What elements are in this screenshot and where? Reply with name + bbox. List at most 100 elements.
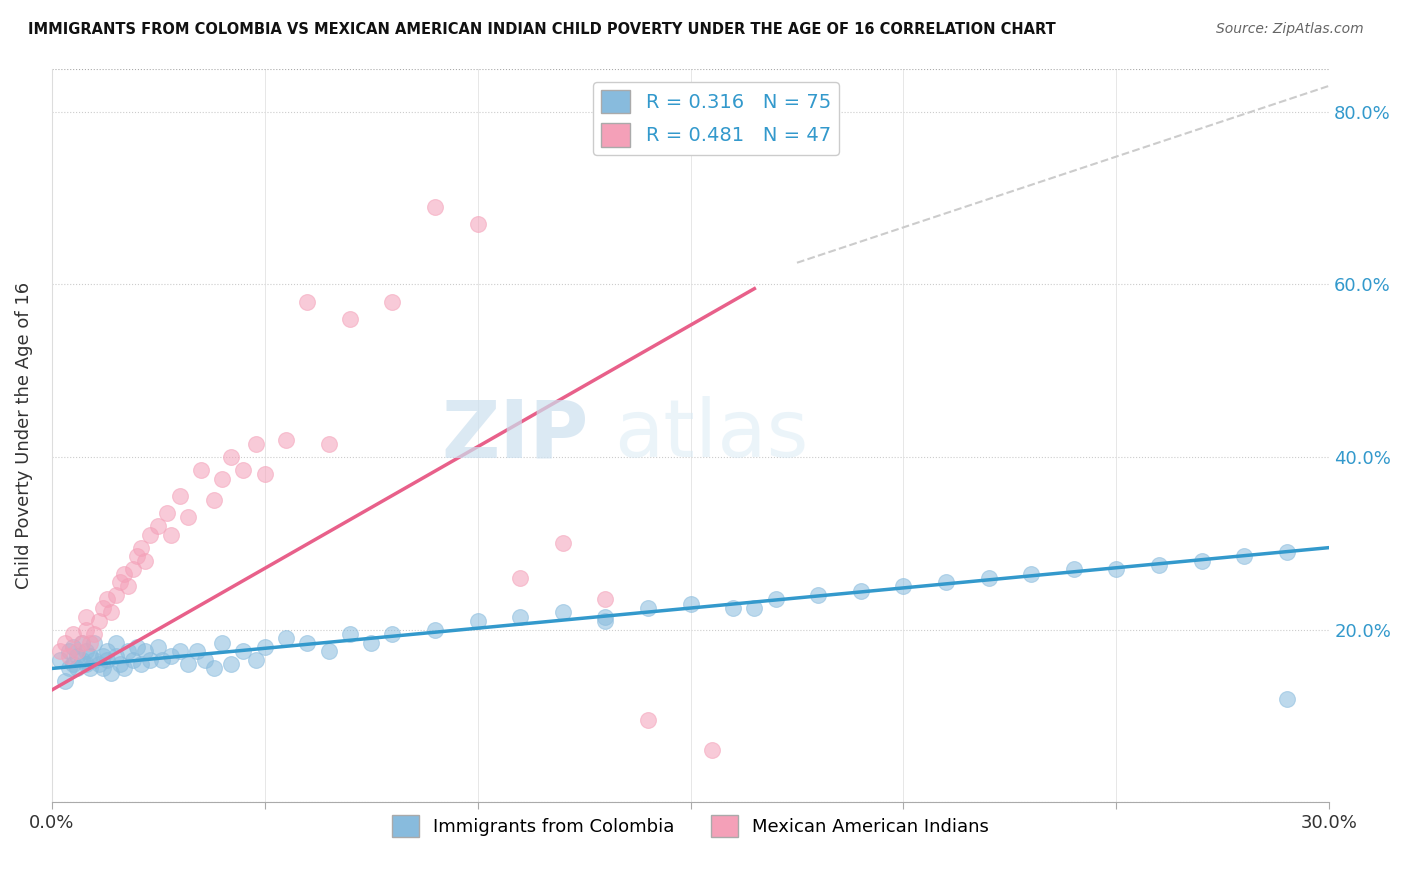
Point xyxy=(700,743,723,757)
Point xyxy=(219,450,242,464)
Point xyxy=(467,614,489,628)
Point xyxy=(152,653,174,667)
Point xyxy=(467,217,489,231)
Point xyxy=(148,519,170,533)
Point xyxy=(96,653,118,667)
Point xyxy=(156,506,179,520)
Point xyxy=(551,536,574,550)
Point xyxy=(1019,566,1042,581)
Point xyxy=(339,627,361,641)
Point xyxy=(91,648,114,663)
Point xyxy=(339,311,361,326)
Point xyxy=(75,644,97,658)
Point xyxy=(125,640,148,654)
Point xyxy=(186,644,208,658)
Point xyxy=(75,609,97,624)
Point xyxy=(202,493,225,508)
Point xyxy=(83,653,105,667)
Point xyxy=(245,437,267,451)
Point xyxy=(58,644,80,658)
Point xyxy=(53,635,76,649)
Point xyxy=(87,657,110,672)
Point xyxy=(66,644,89,658)
Point xyxy=(245,653,267,667)
Point xyxy=(125,549,148,564)
Point xyxy=(169,489,191,503)
Point xyxy=(62,640,84,654)
Point xyxy=(134,644,156,658)
Point xyxy=(744,601,766,615)
Point xyxy=(66,661,89,675)
Point xyxy=(148,640,170,654)
Point xyxy=(104,635,127,649)
Point xyxy=(70,635,93,649)
Point xyxy=(104,588,127,602)
Point xyxy=(595,592,617,607)
Point xyxy=(62,657,84,672)
Point xyxy=(509,609,531,624)
Point xyxy=(112,566,135,581)
Point xyxy=(100,665,122,680)
Point xyxy=(58,648,80,663)
Point xyxy=(253,467,276,482)
Point xyxy=(274,632,297,646)
Point xyxy=(977,571,1000,585)
Point xyxy=(423,200,446,214)
Point xyxy=(211,635,233,649)
Point xyxy=(96,592,118,607)
Point xyxy=(595,614,617,628)
Point xyxy=(232,644,254,658)
Point xyxy=(91,661,114,675)
Text: atlas: atlas xyxy=(614,396,808,475)
Point xyxy=(112,661,135,675)
Point xyxy=(893,579,915,593)
Point xyxy=(49,644,72,658)
Point xyxy=(129,541,152,555)
Point xyxy=(765,592,787,607)
Point xyxy=(79,648,101,663)
Point xyxy=(96,644,118,658)
Point xyxy=(381,294,404,309)
Point xyxy=(721,601,744,615)
Point xyxy=(108,657,131,672)
Point xyxy=(1063,562,1085,576)
Point xyxy=(297,635,319,649)
Point xyxy=(134,553,156,567)
Point xyxy=(253,640,276,654)
Point xyxy=(53,674,76,689)
Text: Source: ZipAtlas.com: Source: ZipAtlas.com xyxy=(1216,22,1364,37)
Point xyxy=(87,614,110,628)
Point xyxy=(121,653,143,667)
Point xyxy=(1275,691,1298,706)
Point xyxy=(211,471,233,485)
Legend: Immigrants from Colombia, Mexican American Indians: Immigrants from Colombia, Mexican Americ… xyxy=(385,808,997,845)
Point xyxy=(66,648,89,663)
Point xyxy=(219,657,242,672)
Point xyxy=(121,562,143,576)
Point xyxy=(297,294,319,309)
Point xyxy=(1275,545,1298,559)
Point xyxy=(551,605,574,619)
Point xyxy=(274,433,297,447)
Point xyxy=(79,661,101,675)
Point xyxy=(177,510,200,524)
Text: IMMIGRANTS FROM COLOMBIA VS MEXICAN AMERICAN INDIAN CHILD POVERTY UNDER THE AGE : IMMIGRANTS FROM COLOMBIA VS MEXICAN AMER… xyxy=(28,22,1056,37)
Point xyxy=(509,571,531,585)
Point xyxy=(169,644,191,658)
Point xyxy=(202,661,225,675)
Point xyxy=(160,648,183,663)
Point xyxy=(1105,562,1128,576)
Point xyxy=(62,627,84,641)
Point xyxy=(70,653,93,667)
Point xyxy=(138,653,160,667)
Point xyxy=(637,601,659,615)
Point xyxy=(138,527,160,541)
Text: ZIP: ZIP xyxy=(441,396,588,475)
Point xyxy=(58,661,80,675)
Point xyxy=(91,601,114,615)
Y-axis label: Child Poverty Under the Age of 16: Child Poverty Under the Age of 16 xyxy=(15,282,32,589)
Point xyxy=(177,657,200,672)
Point xyxy=(108,575,131,590)
Point xyxy=(807,588,830,602)
Point xyxy=(637,713,659,727)
